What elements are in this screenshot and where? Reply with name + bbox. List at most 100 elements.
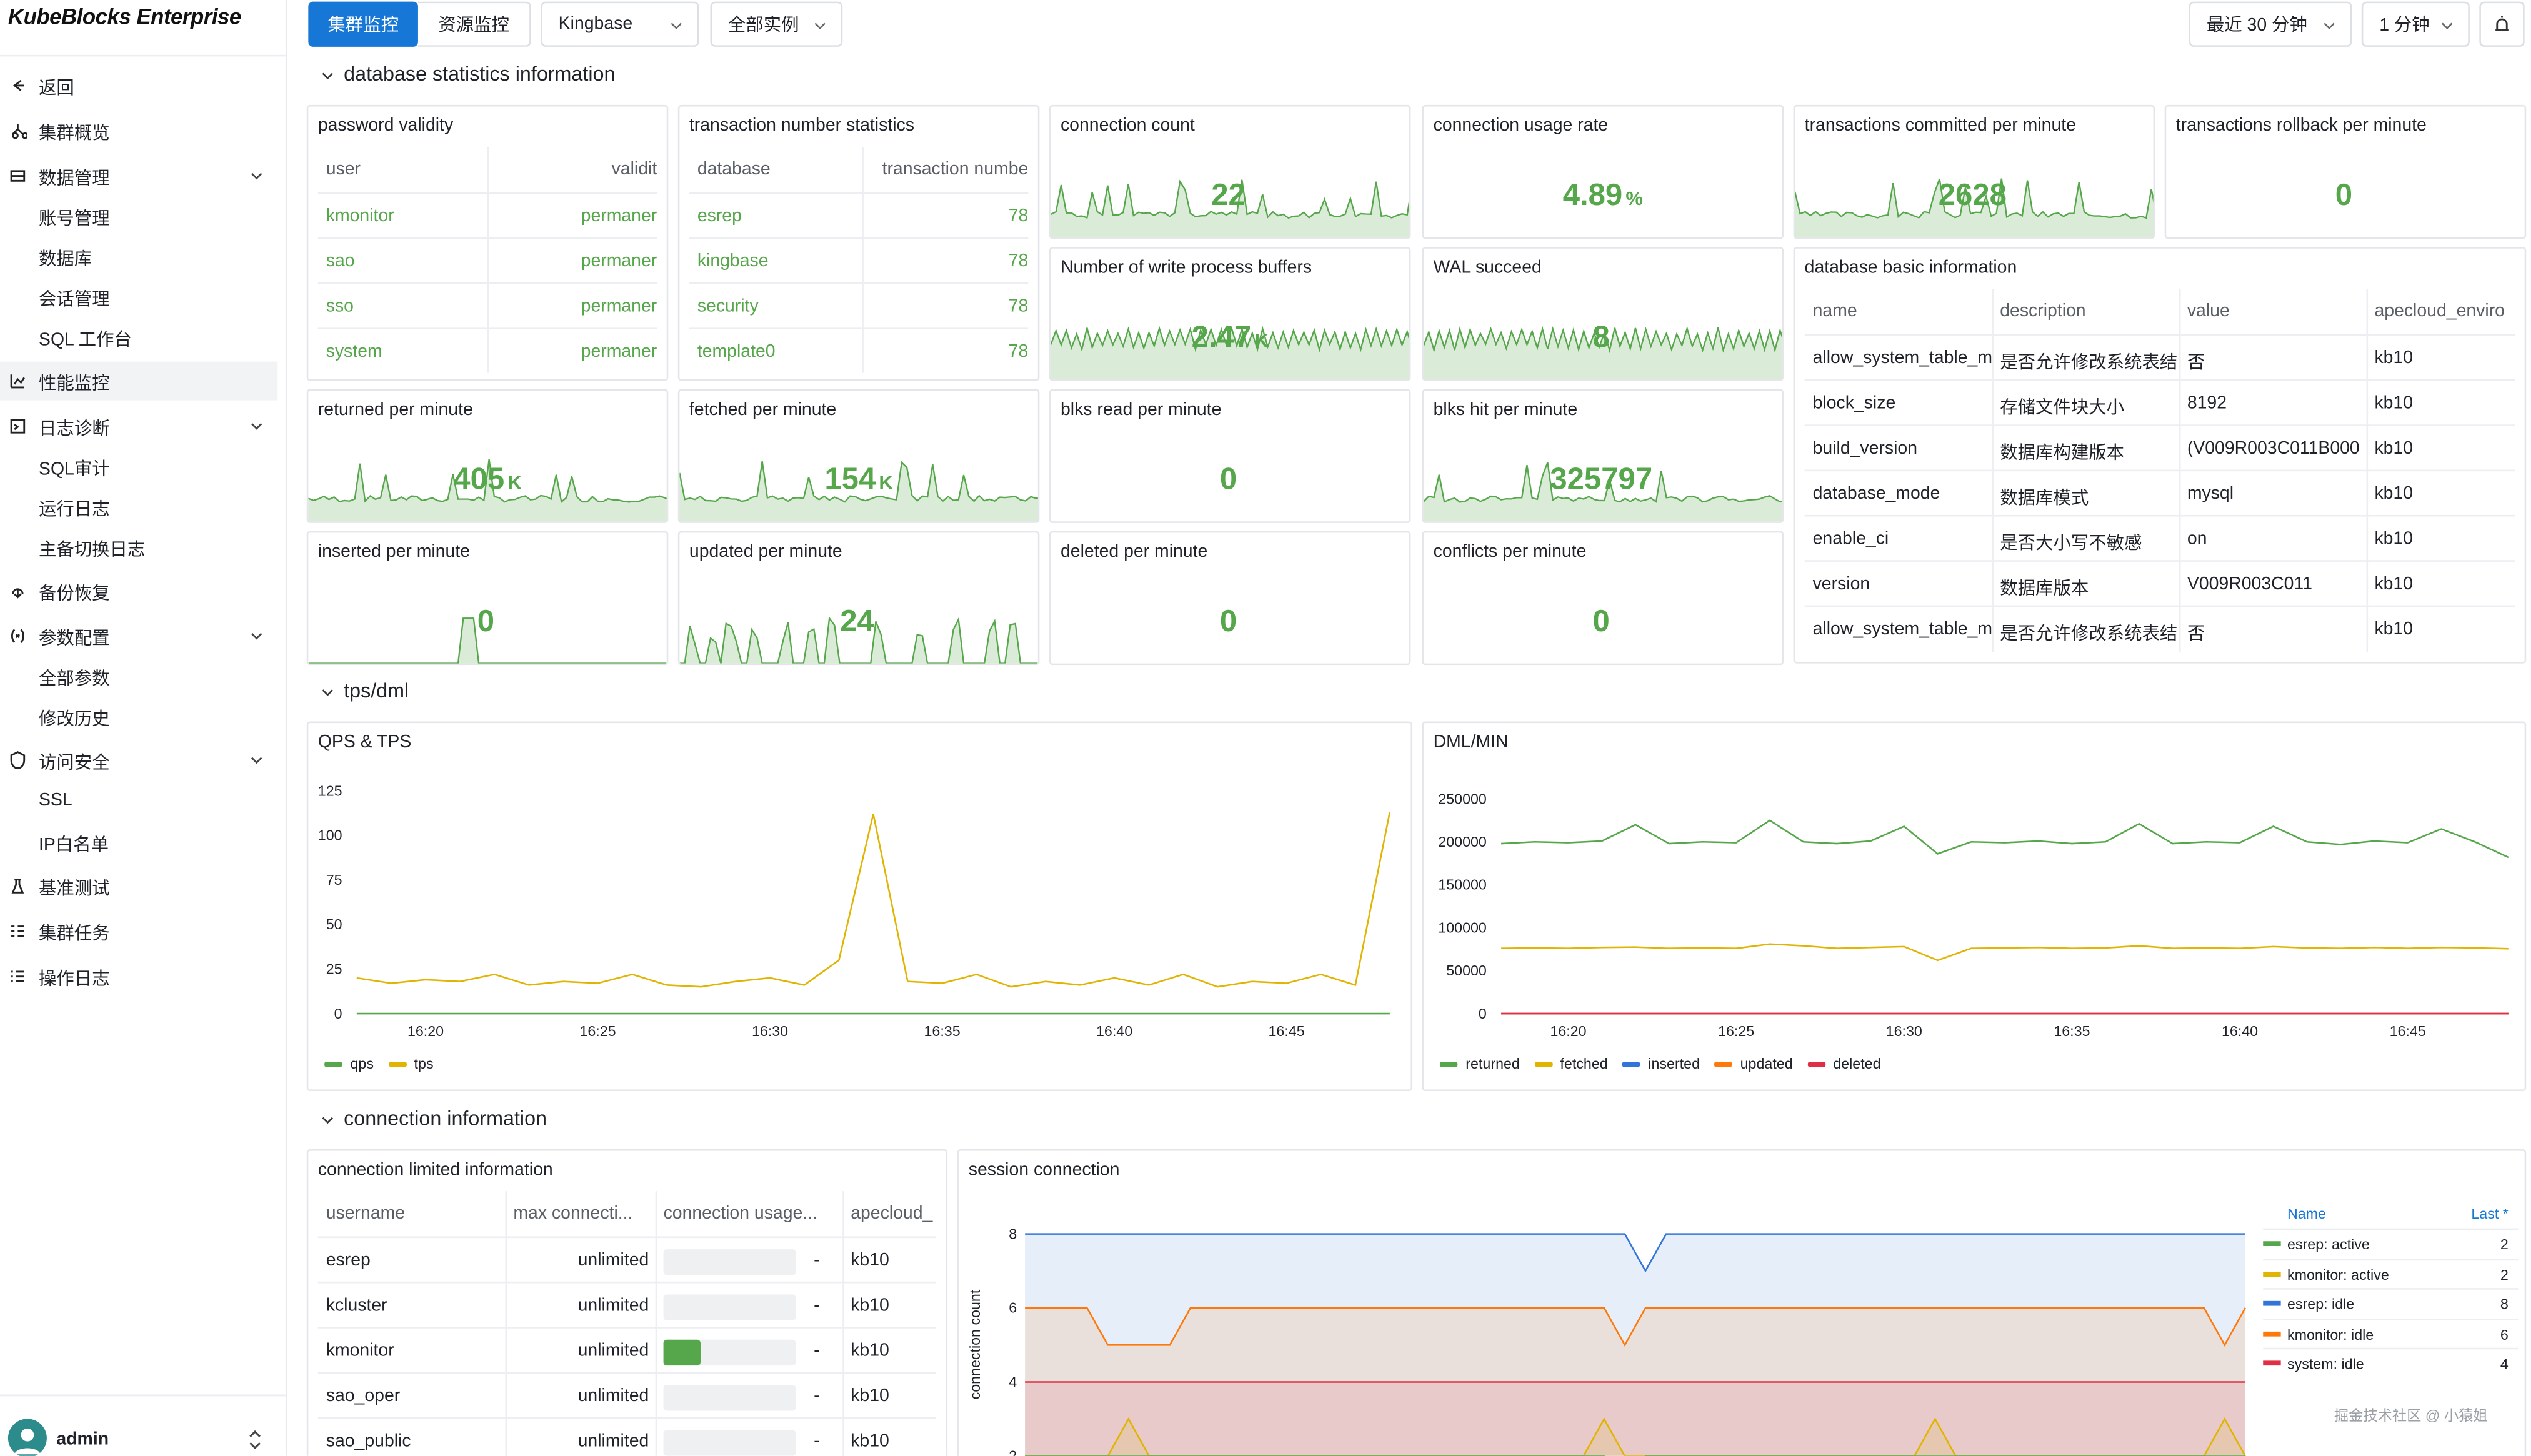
transaction-stats-panel: transaction number statistics database tr… bbox=[677, 104, 1040, 381]
sidebar-item-20[interactable]: 集群任务 bbox=[0, 912, 277, 950]
instance-select[interactable]: 全部实例 bbox=[710, 1, 843, 47]
legend-item[interactable]: updated bbox=[1714, 1055, 1793, 1072]
column-header[interactable]: apecloud_ bbox=[851, 1204, 933, 1224]
chevron-down-icon bbox=[814, 22, 826, 30]
usage-bar-fill bbox=[663, 1339, 701, 1366]
sidebar-item-5[interactable]: 会话管理 bbox=[0, 277, 277, 316]
sidebar-item-1[interactable]: 集群概览 bbox=[0, 111, 277, 150]
time-range-select[interactable]: 最近 30 分钟 bbox=[2189, 1, 2352, 47]
column-header[interactable]: username bbox=[326, 1204, 406, 1224]
panel-title: connection limited information bbox=[317, 1160, 553, 1180]
sidebar-item-7[interactable]: 性能监控 bbox=[0, 361, 278, 401]
series-line-tps[interactable] bbox=[356, 812, 1391, 988]
column-header[interactable]: validit bbox=[611, 159, 657, 179]
legend-row[interactable]: system: idle 4 bbox=[2263, 1347, 2519, 1378]
legend-swatch bbox=[1807, 1061, 1825, 1067]
sidebar-item-0[interactable]: 返回 bbox=[0, 66, 277, 105]
interval-select[interactable]: 1 分钟 bbox=[2361, 1, 2470, 47]
stat-value: 0 bbox=[1051, 462, 1409, 498]
column-header[interactable]: connection usage... bbox=[663, 1204, 817, 1224]
panel-title: inserted per minute bbox=[317, 542, 471, 562]
sidebar-item-17[interactable]: SSL bbox=[0, 783, 277, 822]
legend-item[interactable]: inserted bbox=[1622, 1055, 1700, 1072]
table-row: build_version 数据库构建版本 (V009R003C011B000 kb1… bbox=[1804, 424, 2515, 469]
series-line-returned[interactable] bbox=[1501, 819, 2509, 859]
legend-row[interactable]: esrep: active 2 bbox=[2263, 1228, 2519, 1259]
legend-item[interactable]: deleted bbox=[1807, 1055, 1881, 1072]
column-header[interactable]: database bbox=[697, 159, 771, 179]
column-header[interactable]: transaction numbe bbox=[882, 159, 1029, 179]
legend-label: returned bbox=[1465, 1055, 1520, 1072]
sidebar-item-4[interactable]: 数据库 bbox=[0, 237, 277, 276]
sidebar-item-8[interactable]: 日志诊断 bbox=[0, 407, 277, 446]
sidebar-item-15[interactable]: 修改历史 bbox=[0, 697, 277, 736]
sidebar-item-label: 运行日志 bbox=[38, 500, 110, 520]
sidebar-item-label: 日志诊断 bbox=[38, 419, 110, 439]
sidebar-item-19[interactable]: 基准测试 bbox=[0, 867, 277, 905]
sidebar-item-10[interactable]: 运行日志 bbox=[0, 487, 277, 526]
series-line-fetched[interactable] bbox=[1501, 943, 2509, 962]
tab-cluster-monitor[interactable]: 集群监控 bbox=[308, 1, 418, 47]
max-connection-cell: unlimited bbox=[577, 1341, 649, 1361]
column-header[interactable]: name bbox=[1812, 302, 1857, 321]
legend-item[interactable]: returned bbox=[1439, 1055, 1520, 1072]
column-header[interactable]: max connecti... bbox=[513, 1204, 633, 1224]
sidebar-item-9[interactable]: SQL审计 bbox=[0, 447, 277, 486]
legend-col-last[interactable]: Last * bbox=[2471, 1205, 2509, 1222]
legend-col-name[interactable]: Name bbox=[2287, 1205, 2326, 1222]
table-cell: allow_system_table_m bbox=[1812, 619, 1993, 639]
tab-resource-monitor[interactable]: 资源监控 bbox=[417, 1, 531, 47]
table-header: username max connecti... connection usage.… bbox=[318, 1191, 936, 1236]
sidebar-item-18[interactable]: IP白名单 bbox=[0, 823, 277, 862]
engine-select[interactable]: Kingbase bbox=[541, 1, 699, 47]
column-header[interactable]: apecloud_enviro bbox=[2374, 302, 2505, 321]
user-menu[interactable]: admin bbox=[0, 1394, 287, 1456]
collapse-chevron-icon bbox=[322, 72, 333, 80]
usage-bar bbox=[663, 1249, 796, 1275]
sidebar-item-label: 全部参数 bbox=[38, 669, 110, 689]
legend-item[interactable]: fetched bbox=[1534, 1055, 1608, 1072]
sidebar-item-label: 性能监控 bbox=[38, 374, 110, 394]
series-area-esrep-idle bbox=[1025, 1234, 2245, 1456]
stat-number: 0 bbox=[1219, 462, 1237, 497]
table-cell: 是否大小写不敏感 bbox=[2000, 534, 2142, 554]
series-line-esrep-idle[interactable] bbox=[1025, 1233, 2245, 1273]
sparkline-area bbox=[1424, 462, 1782, 522]
series-line-kmonitor-idle[interactable] bbox=[1025, 1307, 2246, 1347]
column-header[interactable]: description bbox=[2000, 302, 2086, 321]
legend-item[interactable]: qps bbox=[324, 1055, 374, 1072]
stat-value: 154 K bbox=[679, 462, 1037, 498]
alarm-button[interactable] bbox=[2479, 1, 2525, 47]
sparkline bbox=[1424, 326, 1782, 379]
sidebar-item-14[interactable]: 全部参数 bbox=[0, 657, 277, 696]
sparkline-line bbox=[308, 459, 667, 504]
stat-panel-fetched: fetched per minute 154 K bbox=[677, 389, 1040, 523]
db-basic-info-panel: database basic information name descripti… bbox=[1793, 247, 2527, 664]
panel-title: conflicts per minute bbox=[1433, 542, 1587, 562]
section-tps-dml[interactable]: tps/dml bbox=[322, 679, 409, 702]
sidebar-item-21[interactable]: 操作日志 bbox=[0, 957, 277, 996]
sidebar-item-13[interactable]: 参数配置 bbox=[0, 617, 277, 656]
stat-number: 0 bbox=[1219, 604, 1237, 639]
stat-unit: K bbox=[1254, 328, 1269, 351]
section-db-stats[interactable]: database statistics information bbox=[322, 63, 615, 86]
legend-row[interactable]: esrep: idle 8 bbox=[2263, 1288, 2519, 1318]
sidebar-item-16[interactable]: 访问安全 bbox=[0, 741, 277, 780]
benchmark-icon bbox=[11, 879, 24, 894]
stat-unit: % bbox=[1625, 186, 1643, 209]
sidebar-item-3[interactable]: 账号管理 bbox=[0, 197, 277, 236]
sidebar-item-2[interactable]: 数据管理 bbox=[0, 157, 277, 196]
legend-item[interactable]: tps bbox=[388, 1055, 434, 1072]
legend-row[interactable]: kmonitor: active 2 bbox=[2263, 1258, 2519, 1288]
tasks-icon bbox=[11, 925, 24, 937]
column-header[interactable]: value bbox=[2187, 302, 2230, 321]
column-header[interactable]: user bbox=[326, 159, 361, 179]
legend-row[interactable]: kmonitor: idle 6 bbox=[2263, 1317, 2519, 1348]
sidebar-item-12[interactable]: 备份恢复 bbox=[0, 571, 277, 610]
instance-select-value: 全部实例 bbox=[727, 16, 799, 36]
table-cell: allow_system_table_m bbox=[1812, 348, 1993, 368]
section-connection[interactable]: connection information bbox=[322, 1107, 547, 1130]
sidebar-item-11[interactable]: 主备切换日志 bbox=[0, 528, 277, 567]
env-cell: kb10 bbox=[851, 1296, 889, 1316]
sidebar-item-6[interactable]: SQL 工作台 bbox=[0, 318, 277, 357]
